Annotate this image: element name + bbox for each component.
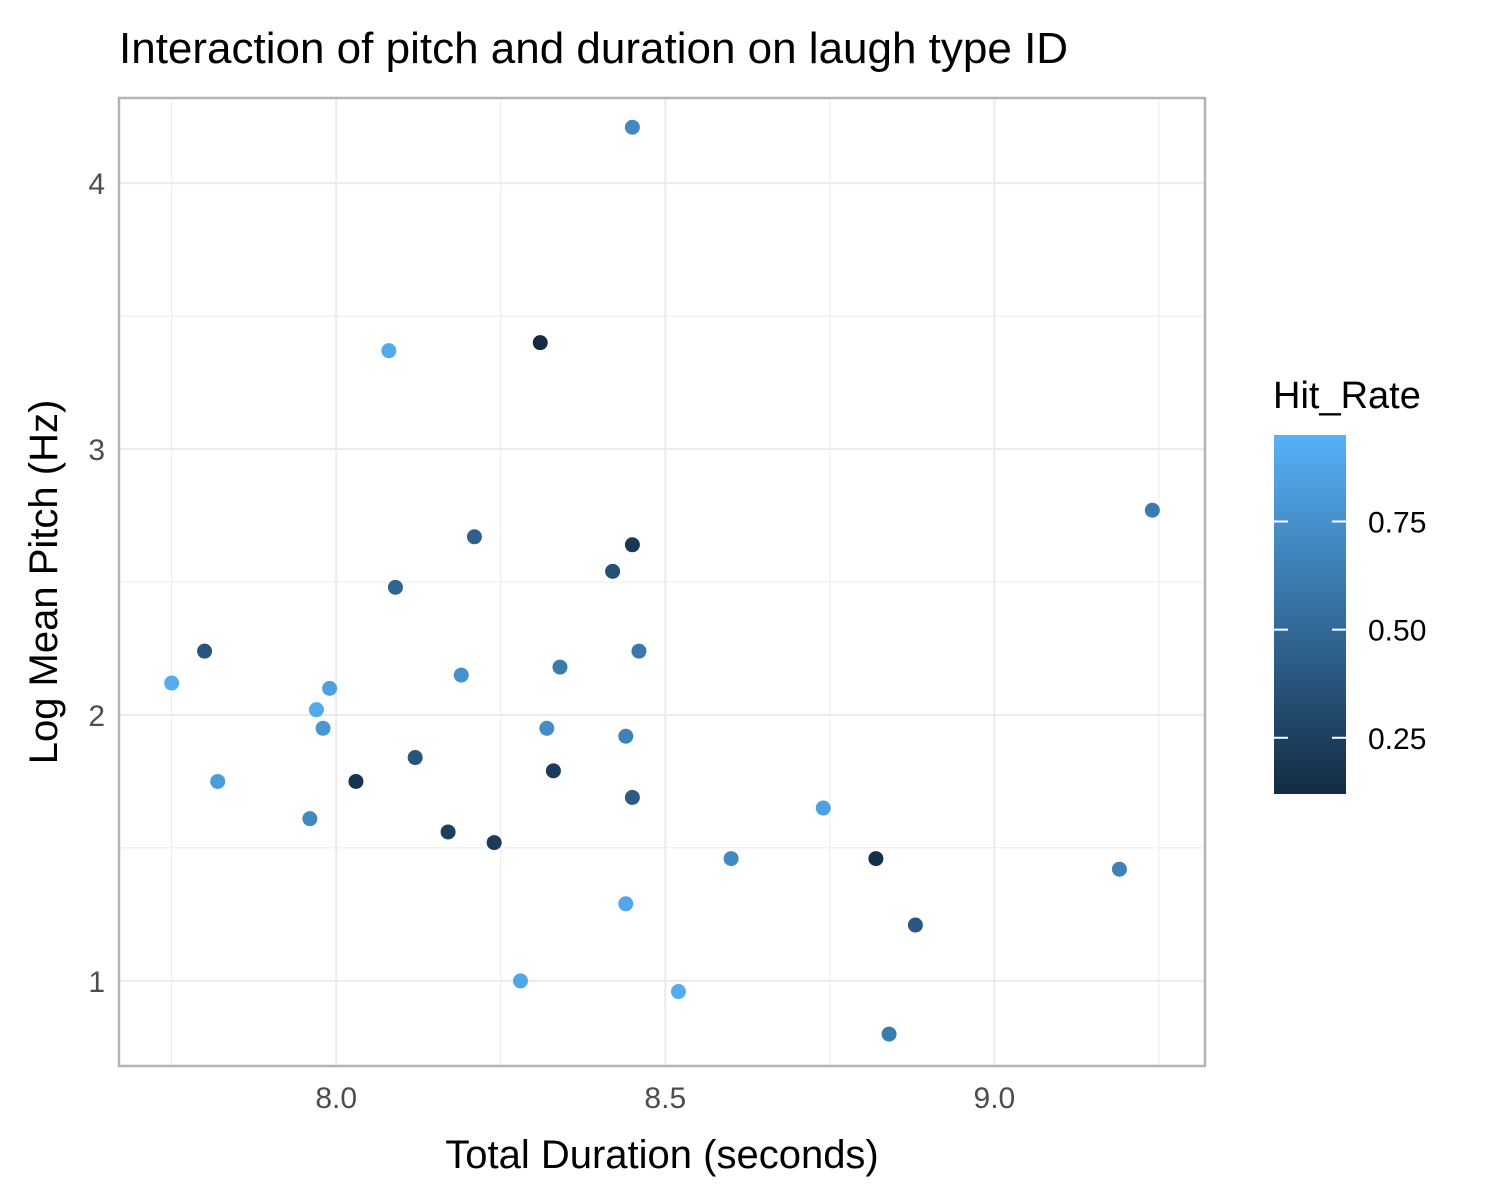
legend-break-label: 0.25 — [1368, 723, 1426, 756]
y-axis-title: Log Mean Pitch (Hz) — [22, 400, 66, 765]
data-point — [387, 579, 403, 595]
y-tick-label: 3 — [88, 434, 105, 467]
data-point — [670, 984, 686, 1000]
data-point — [315, 720, 331, 736]
data-point — [466, 529, 482, 545]
data-point — [868, 851, 884, 867]
y-tick-label: 4 — [88, 168, 105, 201]
legend-ticks: 0.25 0.50 0.75 — [1274, 507, 1426, 756]
legend-title: Hit_Rate — [1273, 375, 1421, 417]
data-point — [907, 917, 923, 933]
data-point — [381, 343, 397, 359]
data-point — [618, 728, 634, 744]
data-point — [453, 667, 469, 683]
data-point — [308, 702, 324, 718]
legend-break-label: 0.75 — [1368, 507, 1426, 540]
data-point — [322, 680, 338, 696]
y-tick-label: 2 — [88, 700, 105, 733]
y-axis-ticks: 1 2 3 4 — [88, 168, 105, 999]
data-point — [624, 789, 640, 805]
y-tick-label: 1 — [88, 966, 105, 999]
data-point — [512, 973, 528, 989]
x-tick-label: 8.5 — [644, 1082, 686, 1115]
data-point — [881, 1026, 897, 1042]
data-point — [164, 675, 180, 691]
legend-break-label: 0.50 — [1368, 615, 1426, 648]
data-point — [440, 824, 456, 840]
data-point — [815, 800, 831, 816]
data-point — [539, 720, 555, 736]
data-point — [532, 335, 548, 351]
x-tick-label: 9.0 — [974, 1082, 1016, 1115]
data-points — [164, 119, 1160, 1042]
legend: Hit_Rate 0.25 0.50 0.75 — [1273, 375, 1426, 794]
data-point — [552, 659, 568, 675]
data-point — [618, 896, 634, 912]
data-point — [302, 811, 318, 827]
data-point — [631, 643, 647, 659]
x-tick-label: 8.0 — [315, 1082, 357, 1115]
colorbar — [1274, 435, 1346, 794]
plot-panel — [117, 96, 1207, 1068]
data-point — [1144, 502, 1160, 518]
x-axis-ticks: 8.0 8.5 9.0 — [315, 1082, 1015, 1115]
gridlines — [119, 98, 1205, 1066]
data-point — [486, 835, 502, 851]
data-point — [407, 750, 423, 766]
data-point — [348, 773, 364, 789]
data-point — [1111, 861, 1127, 877]
data-point — [624, 537, 640, 553]
data-point — [210, 773, 226, 789]
data-point — [624, 119, 640, 135]
data-point — [197, 643, 213, 659]
data-point — [723, 851, 739, 867]
data-point — [545, 763, 561, 779]
chart-title: Interaction of pitch and duration on lau… — [119, 24, 1068, 73]
data-point — [605, 563, 621, 579]
x-axis-title: Total Duration (seconds) — [445, 1133, 879, 1177]
